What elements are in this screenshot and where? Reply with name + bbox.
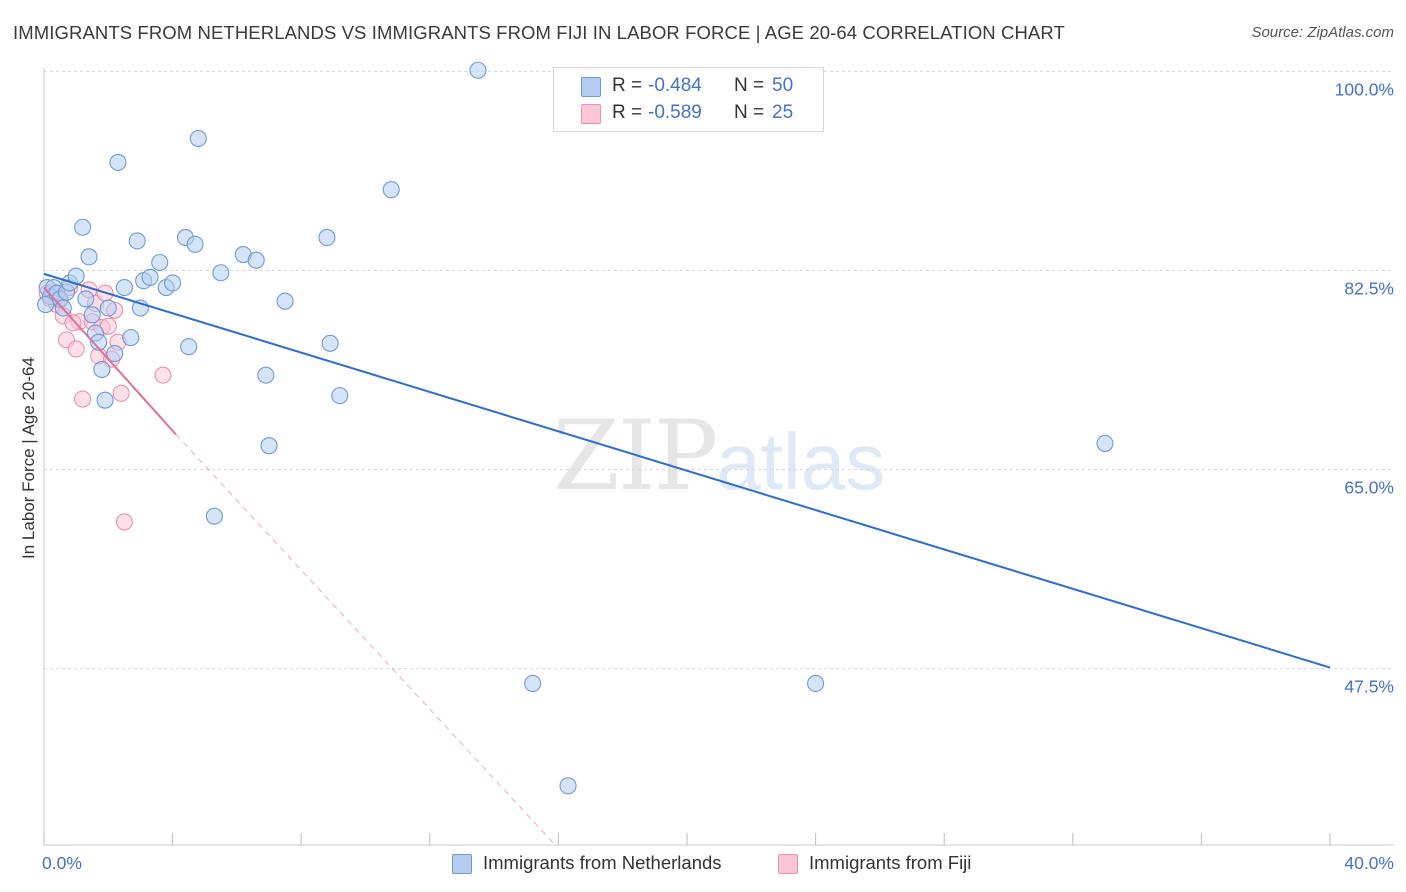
point-netherlands [524,674,542,692]
legend-row-netherlands: R = -0.484 N = 50 [554,74,823,100]
watermark: ZIPatlas [553,400,885,512]
point-netherlands [180,338,198,356]
source-credit: Source: ZipAtlas.com [1251,24,1394,41]
point-netherlands [559,777,577,795]
legend-r-label: R = [612,75,643,96]
point-netherlands [93,360,111,378]
tick-labels: 100.0% 82.5% 65.0% 47.5% 0.0% 40.0% [42,79,1394,873]
point-netherlands [83,306,101,324]
point-netherlands [276,292,294,310]
point-netherlands [257,366,275,384]
point-netherlands [189,129,207,148]
y-tick-label: 47.5% [1344,677,1394,697]
legend-n-value: 25 [772,102,794,123]
point-netherlands [115,278,133,297]
point-netherlands [90,333,108,351]
gridlines [44,70,1394,670]
y-tick-label: 82.5% [1344,278,1394,298]
data-points [37,61,1114,795]
legend-r-value: -0.589 [648,102,702,123]
point-netherlands [212,264,230,282]
trend-line-fiji [43,286,177,435]
point-netherlands [321,334,339,352]
point-fiji [115,513,133,531]
point-fiji [154,366,172,384]
bottom-legend-swatch-netherlands [452,854,472,874]
watermark-atlas: atlas [716,417,886,506]
point-fiji [67,340,85,358]
point-fiji [112,384,130,402]
legend-n-label: N = [734,102,765,123]
point-netherlands [247,251,265,269]
x-tick-label: 0.0% [42,853,82,873]
point-netherlands [205,507,223,525]
y-tick-label: 100.0% [1335,79,1394,99]
point-netherlands [74,218,92,236]
point-netherlands [37,296,55,314]
point-netherlands [260,437,278,455]
point-netherlands [318,228,336,247]
point-netherlands [164,274,182,292]
point-netherlands [106,344,124,363]
point-netherlands [807,674,825,692]
y-tick-label: 65.0% [1344,478,1394,498]
point-netherlands [331,387,349,405]
legend-n-value: 50 [772,75,794,96]
point-netherlands [128,232,146,250]
axes [43,68,1394,846]
point-netherlands [99,299,117,317]
bottom-legend-label-netherlands: Immigrants from Netherlands [483,852,722,873]
point-netherlands [96,391,114,409]
legend-r-value: -0.484 [648,75,702,96]
trend-line-netherlands [43,272,1331,669]
bottom-legend-label-fiji: Immigrants from Fiji [809,852,972,873]
legend-swatch-netherlands [581,77,601,97]
point-netherlands [77,290,95,308]
point-netherlands [141,268,159,286]
point-netherlands [80,248,98,266]
point-fiji [64,314,82,332]
point-netherlands [109,153,127,171]
trend-lines [43,272,1331,846]
trend-line-fiji-extension [175,433,556,846]
bottom-legend-swatch-fiji [778,854,798,874]
point-netherlands [1096,434,1114,452]
x-tick-label: 40.0% [1344,853,1394,873]
legend-n-label: N = [734,75,765,96]
point-fiji [74,390,92,408]
legend-r-label: R = [612,102,643,123]
point-netherlands [382,181,400,199]
legend-row-fiji: R = -0.589 N = 25 [554,101,823,127]
point-netherlands [186,235,204,253]
legend-swatch-fiji [581,104,601,124]
correlation-legend: R = -0.484 N = 50 R = -0.589 N = 25 [553,67,824,132]
point-netherlands [122,329,140,347]
point-netherlands [151,253,169,272]
chart-title: IMMIGRANTS FROM NETHERLANDS VS IMMIGRANT… [13,22,1065,43]
point-netherlands [469,61,487,79]
